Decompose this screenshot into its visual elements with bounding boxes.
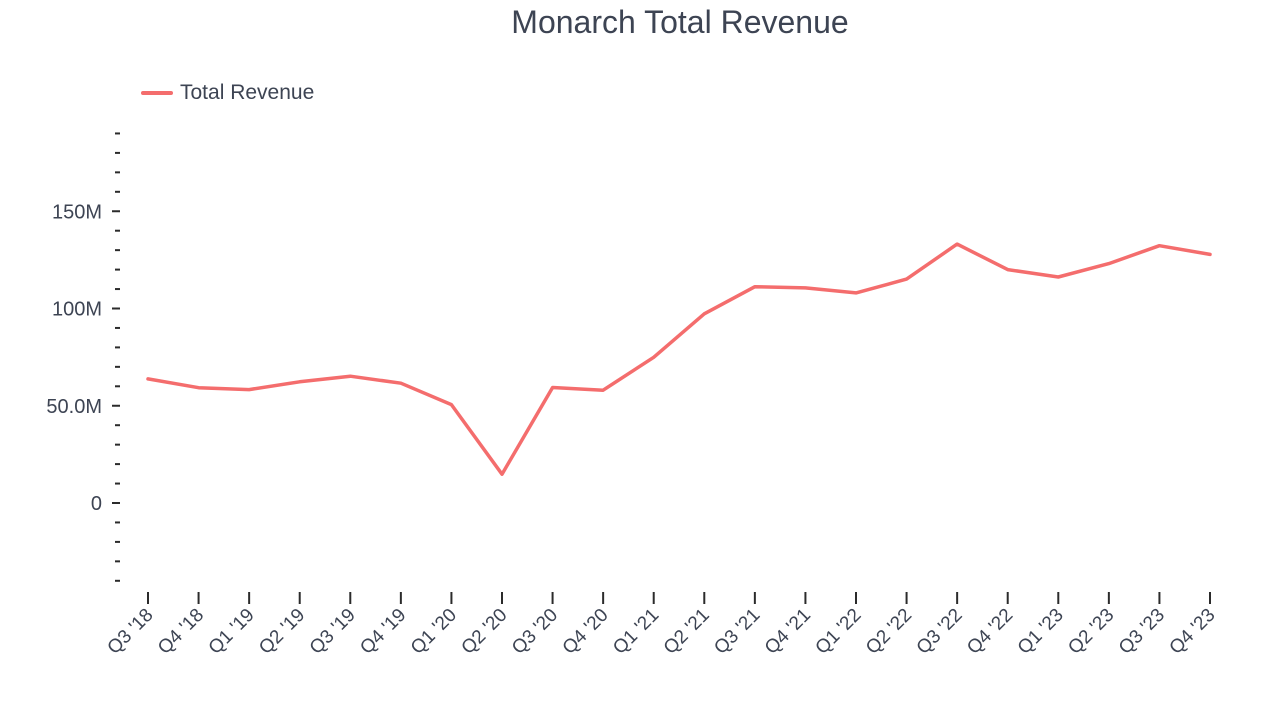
x-tick-label: Q4 '19 bbox=[356, 605, 410, 659]
x-tick-label: Q4 '18 bbox=[154, 605, 208, 659]
legend: Total Revenue bbox=[141, 81, 314, 104]
x-tick-label: Q2 '22 bbox=[862, 605, 916, 659]
legend-label-total-revenue: Total Revenue bbox=[180, 81, 314, 104]
x-tick-label: Q3 '20 bbox=[508, 605, 562, 659]
y-tick-label: 100M bbox=[52, 299, 102, 321]
x-tick-label: Q3 '23 bbox=[1115, 605, 1169, 659]
x-tick-label: Q3 '19 bbox=[306, 605, 360, 659]
y-axis: 0 50.0M 100M 150M bbox=[46, 132, 120, 582]
plot-area bbox=[146, 242, 1212, 476]
x-tick-label: Q3 '21 bbox=[710, 605, 764, 659]
x-tick-label: Q4 '23 bbox=[1166, 605, 1220, 659]
chart-title: Monarch Total Revenue bbox=[511, 4, 848, 40]
x-tick-label: Q1 '23 bbox=[1014, 605, 1068, 659]
x-tick-label: Q3 '22 bbox=[913, 605, 967, 659]
series-line-total-revenue bbox=[146, 242, 1212, 476]
x-tick-label: Q4 '20 bbox=[559, 605, 613, 659]
x-tick-label: Q2 '20 bbox=[458, 605, 512, 659]
x-tick-label: Q1 '20 bbox=[407, 605, 461, 659]
x-tick-label: Q2 '19 bbox=[255, 605, 309, 659]
y-tick-label: 50.0M bbox=[46, 396, 102, 418]
x-tick-label: Q4 '21 bbox=[761, 605, 815, 659]
x-tick-label: Q1 '22 bbox=[812, 605, 866, 659]
y-tick-label: 150M bbox=[52, 201, 102, 223]
x-tick-label: Q4 '22 bbox=[963, 605, 1017, 659]
x-tick-label: Q1 '19 bbox=[205, 605, 259, 659]
y-tick-label: 0 bbox=[91, 493, 102, 515]
x-tick-label: Q2 '23 bbox=[1064, 605, 1118, 659]
x-tick-label: Q3 '18 bbox=[104, 605, 158, 659]
x-tick-label: Q1 '21 bbox=[609, 605, 663, 659]
x-tick-label: Q2 '21 bbox=[660, 605, 714, 659]
